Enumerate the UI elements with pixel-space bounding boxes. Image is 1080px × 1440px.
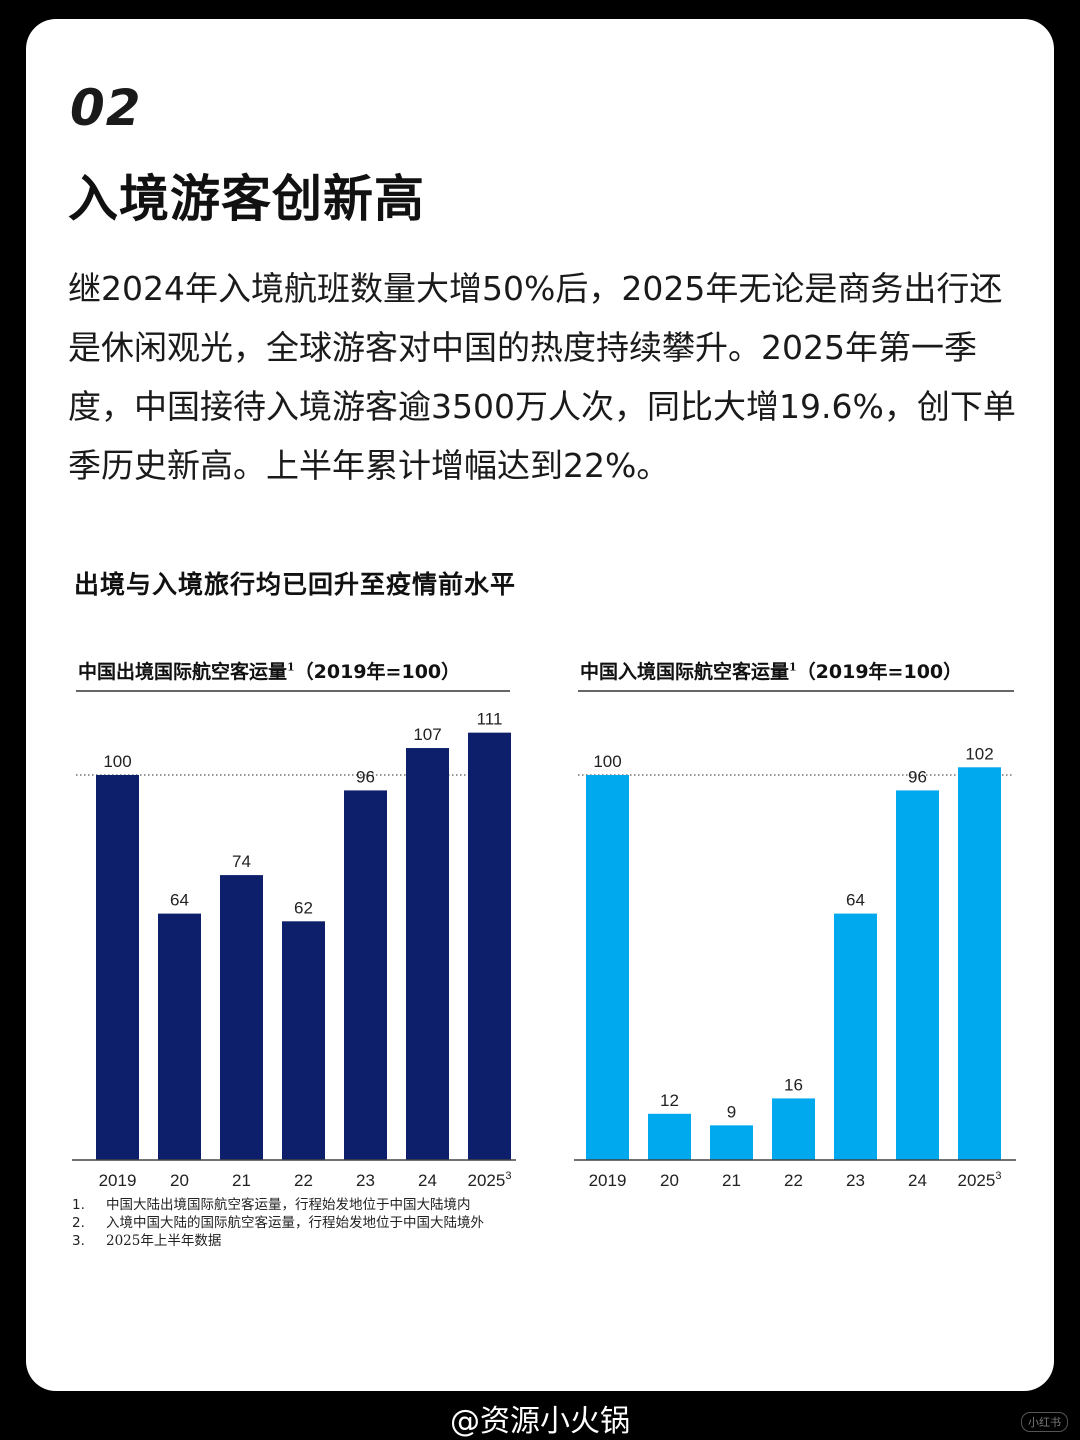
right-chart-bar — [958, 767, 1001, 1160]
right-chart-value-label: 100 — [593, 752, 621, 771]
left-chart-category-label: 20 — [170, 1171, 189, 1190]
right-chart-bar — [772, 1098, 815, 1160]
section-number: 02 — [70, 79, 142, 137]
footnote-number: 3. — [72, 1233, 85, 1249]
left-chart-category-label: 24 — [418, 1171, 437, 1190]
left-chart-category-label: 2019 — [99, 1171, 137, 1190]
footnote-3: 3. 2025年上半年数据 — [72, 1232, 484, 1250]
right-chart-value-label: 9 — [727, 1102, 736, 1121]
left-chart-bar — [282, 921, 325, 1160]
left-chart-bar — [468, 732, 511, 1160]
left-chart-title: 中国出境国际航空客运量1（2019年=100） — [78, 657, 460, 684]
left-chart-bar — [158, 913, 201, 1160]
right-chart-title-suffix: （2019年=100） — [796, 661, 963, 683]
right-chart-category-label: 20 — [660, 1171, 679, 1190]
right-chart-title-text: 中国入境国际航空客运量 — [580, 661, 790, 683]
right-chart-bar — [834, 913, 877, 1160]
left-chart-value-label: 107 — [413, 725, 441, 744]
right-chart-category-footnote-mark: 3 — [995, 1170, 1001, 1182]
right-chart-category-label: 2019 — [589, 1171, 627, 1190]
footnote-text: 入境中国大陆的国际航空客运量，行程始发地位于中国大陆境外 — [106, 1215, 484, 1231]
watermark: @资源小火锅 — [450, 1404, 630, 1439]
left-chart-bar — [96, 775, 139, 1160]
left-chart-value-label: 74 — [232, 852, 251, 871]
left-chart-value-label: 62 — [294, 898, 313, 917]
footnote-text: 中国大陆出境国际航空客运量，行程始发地位于中国大陆境内 — [106, 1197, 471, 1213]
right-chart-value-label: 102 — [965, 744, 993, 763]
right-chart-category-label: 24 — [908, 1171, 927, 1190]
right-chart-value-label: 16 — [784, 1075, 803, 1094]
right-chart-bar — [896, 790, 939, 1160]
left-chart-value-label: 64 — [170, 891, 189, 910]
right-chart-category-label: 20253 — [958, 1170, 1002, 1190]
footnote-number: 2. — [72, 1215, 85, 1231]
left-chart-title-suffix: （2019年=100） — [294, 661, 461, 683]
corner-logo: 小红书 — [1021, 1412, 1068, 1432]
right-chart-bar — [586, 775, 629, 1160]
right-chart-value-label: 64 — [846, 891, 865, 910]
right-chart-category-label: 21 — [722, 1171, 741, 1190]
right-chart-bar — [648, 1113, 691, 1160]
headline: 入境游客创新高 — [68, 170, 425, 228]
right-chart-title-sup: 1 — [789, 660, 797, 674]
content-card: 02 入境游客创新高 继2024年入境航班数量大增50%后，2025年无论是商务… — [26, 19, 1054, 1391]
left-chart-title-sup: 1 — [287, 660, 295, 674]
footnote-text: 2025年上半年数据 — [106, 1233, 222, 1249]
left-chart-category-label: 23 — [356, 1171, 375, 1190]
footnote-1: 1. 中国大陆出境国际航空客运量，行程始发地位于中国大陆境内 — [72, 1196, 484, 1214]
left-chart-category-label: 21 — [232, 1171, 251, 1190]
right-chart-bar — [710, 1125, 753, 1160]
left-chart-bar — [220, 875, 263, 1160]
body-paragraph: 继2024年入境航班数量大增50%后，2025年无论是商务出行还是休闲观光，全球… — [68, 269, 1016, 485]
left-chart-bar — [344, 790, 387, 1160]
figure-title: 出境与入境旅行均已回升至疫情前水平 — [74, 570, 517, 599]
right-chart-value-label: 12 — [660, 1091, 679, 1110]
right-chart-title: 中国入境国际航空客运量1（2019年=100） — [580, 657, 962, 684]
left-chart-category-label: 22 — [294, 1171, 313, 1190]
right-chart-value-label: 96 — [908, 767, 927, 786]
footnote-2: 2. 入境中国大陆的国际航空客运量，行程始发地位于中国大陆境外 — [72, 1214, 484, 1232]
right-chart-category-label: 22 — [784, 1171, 803, 1190]
left-chart-category-footnote-mark: 3 — [505, 1170, 511, 1182]
footnotes: 1. 中国大陆出境国际航空客运量，行程始发地位于中国大陆境内 2. 入境中国大陆… — [72, 1196, 484, 1250]
left-chart-title-text: 中国出境国际航空客运量 — [78, 661, 288, 683]
left-chart-value-label: 100 — [103, 752, 131, 771]
left-chart-value-label: 111 — [477, 710, 503, 729]
left-chart-bar — [406, 748, 449, 1160]
right-chart-category-label: 23 — [846, 1171, 865, 1190]
bar-charts: 100 2019 64 20 74 21 62 22 96 23 107 24 111 20253 100 2… — [72, 690, 1016, 1190]
footnote-number: 1. — [72, 1197, 85, 1213]
left-chart-category-label: 20253 — [468, 1170, 512, 1190]
left-chart-value-label: 96 — [356, 767, 375, 786]
